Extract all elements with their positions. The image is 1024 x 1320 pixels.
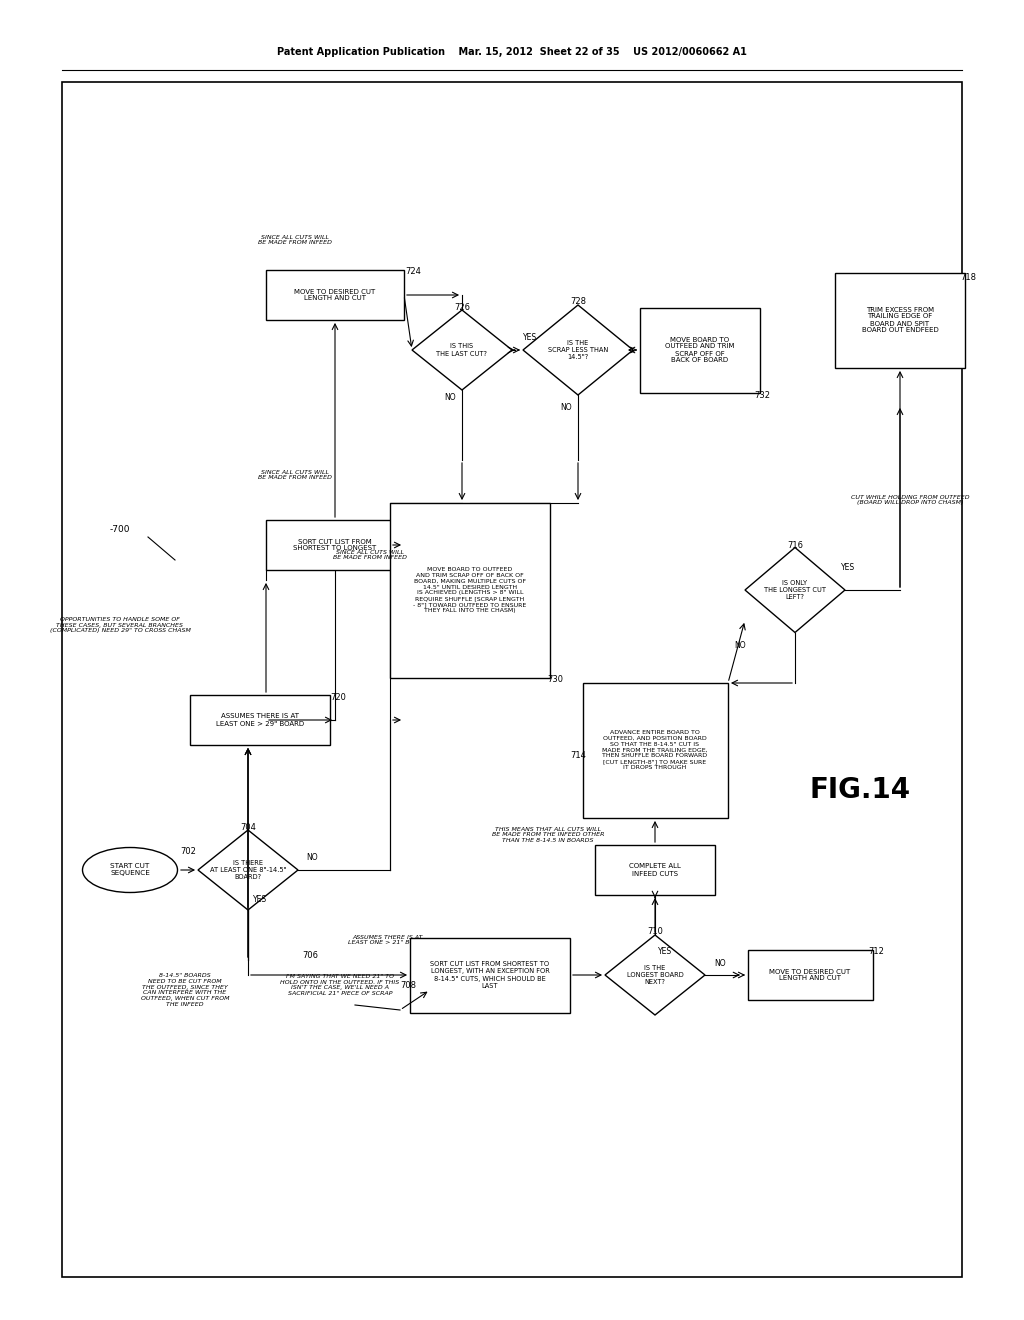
Text: 714: 714	[570, 751, 586, 759]
Text: 728: 728	[570, 297, 586, 306]
Text: MOVE TO DESIRED CUT
LENGTH AND CUT: MOVE TO DESIRED CUT LENGTH AND CUT	[294, 289, 376, 301]
Text: 710: 710	[647, 928, 663, 936]
Text: 730: 730	[547, 676, 563, 685]
Text: MOVE TO DESIRED CUT
LENGTH AND CUT: MOVE TO DESIRED CUT LENGTH AND CUT	[769, 969, 851, 982]
Text: ASSUMES THERE IS AT
LEAST ONE > 29" BOARD: ASSUMES THERE IS AT LEAST ONE > 29" BOAR…	[216, 714, 304, 726]
Text: 732: 732	[754, 391, 770, 400]
Text: MOVE BOARD TO OUTFEED
AND TRIM SCRAP OFF OF BACK OF
BOARD, MAKING MULTIPLE CUTS : MOVE BOARD TO OUTFEED AND TRIM SCRAP OFF…	[414, 568, 526, 612]
Text: ADVANCE ENTIRE BOARD TO
OUTFEED, AND POSITION BOARD
SO THAT THE 8-14.5" CUT IS
M: ADVANCE ENTIRE BOARD TO OUTFEED, AND POS…	[602, 730, 708, 770]
Text: SINCE ALL CUTS WILL
BE MADE FROM INFEED: SINCE ALL CUTS WILL BE MADE FROM INFEED	[333, 549, 407, 561]
Text: 726: 726	[454, 304, 470, 313]
Bar	[410, 937, 570, 1012]
Text: Patent Application Publication    Mar. 15, 2012  Sheet 22 of 35    US 2012/00606: Patent Application Publication Mar. 15, …	[278, 48, 746, 57]
Text: SINCE ALL CUTS WILL
BE MADE FROM INFEED: SINCE ALL CUTS WILL BE MADE FROM INFEED	[258, 235, 332, 246]
Text: YES: YES	[841, 564, 855, 573]
Text: YES: YES	[253, 895, 267, 904]
Text: -700: -700	[110, 525, 130, 535]
Bar	[190, 696, 330, 744]
Text: NO: NO	[560, 404, 571, 412]
Bar	[266, 271, 404, 319]
Bar	[595, 845, 715, 895]
Text: IS ONLY
THE LONGEST CUT
LEFT?: IS ONLY THE LONGEST CUT LEFT?	[764, 579, 826, 601]
Text: START CUT
SEQUENCE: START CUT SEQUENCE	[110, 863, 150, 876]
Text: TRIM EXCESS FROM
TRAILING EDGE OF
BOARD AND SPIT
BOARD OUT ENDFEED: TRIM EXCESS FROM TRAILING EDGE OF BOARD …	[861, 306, 938, 334]
Text: YES: YES	[658, 948, 672, 957]
Text: NO: NO	[444, 393, 456, 403]
Polygon shape	[412, 310, 512, 389]
Text: 718: 718	[961, 273, 976, 282]
Text: SORT CUT LIST FROM SHORTEST TO
LONGEST, WITH AN EXCEPTION FOR
8-14.5" CUTS, WHIC: SORT CUT LIST FROM SHORTEST TO LONGEST, …	[430, 961, 550, 989]
Text: SINCE ALL CUTS WILL
BE MADE FROM INFEED: SINCE ALL CUTS WILL BE MADE FROM INFEED	[258, 470, 332, 480]
Text: 712: 712	[868, 948, 884, 957]
Bar	[390, 503, 550, 677]
Text: OPPORTUNITIES TO HANDLE SOME OF
THESE CASES, BUT SEVERAL BRANCHES
(COMPLICATED) : OPPORTUNITIES TO HANDLE SOME OF THESE CA…	[49, 616, 190, 634]
Text: NO: NO	[306, 854, 317, 862]
Text: 722: 722	[406, 517, 421, 527]
Bar	[640, 308, 760, 392]
Polygon shape	[745, 548, 845, 632]
Polygon shape	[198, 830, 298, 909]
Text: IS THE
SCRAP LESS THAN
14.5"?: IS THE SCRAP LESS THAN 14.5"?	[548, 341, 608, 360]
Bar	[62, 82, 962, 1276]
Text: 8-14.5" BOARDS
NEED TO BE CUT FROM
THE OUTFEED, SINCE THEY
CAN INTERFERE WITH TH: 8-14.5" BOARDS NEED TO BE CUT FROM THE O…	[140, 973, 229, 1007]
Text: SORT CUT LIST FROM
SHORTEST TO LONGEST: SORT CUT LIST FROM SHORTEST TO LONGEST	[293, 539, 377, 552]
Text: 702: 702	[180, 847, 196, 857]
Text: CUT WHILE HOLDING FROM OUTFEED
(BOARD WILL DROP INTO CHASM): CUT WHILE HOLDING FROM OUTFEED (BOARD WI…	[851, 495, 970, 506]
Polygon shape	[605, 935, 705, 1015]
Text: IS THE
LONGEST BOARD
NEXT?: IS THE LONGEST BOARD NEXT?	[627, 965, 683, 985]
Ellipse shape	[83, 847, 177, 892]
Text: NO: NO	[714, 958, 726, 968]
Text: YES: YES	[523, 334, 537, 342]
Text: I'M SAYING THAT WE NEED 21" TO
HOLD ONTO IN THE OUTFEED. IF THIS
ISN'T THE CASE,: I'M SAYING THAT WE NEED 21" TO HOLD ONTO…	[281, 974, 399, 997]
Text: 720: 720	[330, 693, 346, 701]
Bar	[583, 682, 727, 817]
Bar	[835, 272, 965, 367]
Text: NO: NO	[734, 640, 745, 649]
Polygon shape	[523, 305, 633, 395]
Text: FIG.14: FIG.14	[809, 776, 910, 804]
Bar	[748, 950, 872, 1001]
Text: 704: 704	[240, 824, 256, 833]
Text: THIS MEANS THAT ALL CUTS WILL
BE MADE FROM THE INFEED OTHER
THAN THE 8-14.5 IN B: THIS MEANS THAT ALL CUTS WILL BE MADE FR…	[492, 826, 604, 843]
Text: COMPLETE ALL
INFEED CUTS: COMPLETE ALL INFEED CUTS	[629, 863, 681, 876]
Text: 716: 716	[787, 540, 803, 549]
Text: IS THIS
THE LAST CUT?: IS THIS THE LAST CUT?	[436, 343, 487, 356]
Text: 706: 706	[302, 950, 318, 960]
Text: YES: YES	[641, 334, 655, 342]
Text: 708: 708	[400, 981, 416, 990]
Text: MOVE BOARD TO
OUTFEED AND TRIM
SCRAP OFF OF
BACK OF BOARD: MOVE BOARD TO OUTFEED AND TRIM SCRAP OFF…	[666, 337, 735, 363]
Text: 724: 724	[406, 268, 421, 276]
Text: ASSUMES THERE IS AT
LEAST ONE > 21" BOARD: ASSUMES THERE IS AT LEAST ONE > 21" BOAR…	[348, 935, 428, 945]
Text: IS THERE
AT LEAST ONE 8"-14.5"
BOARD?: IS THERE AT LEAST ONE 8"-14.5" BOARD?	[210, 861, 287, 880]
Bar	[266, 520, 404, 570]
